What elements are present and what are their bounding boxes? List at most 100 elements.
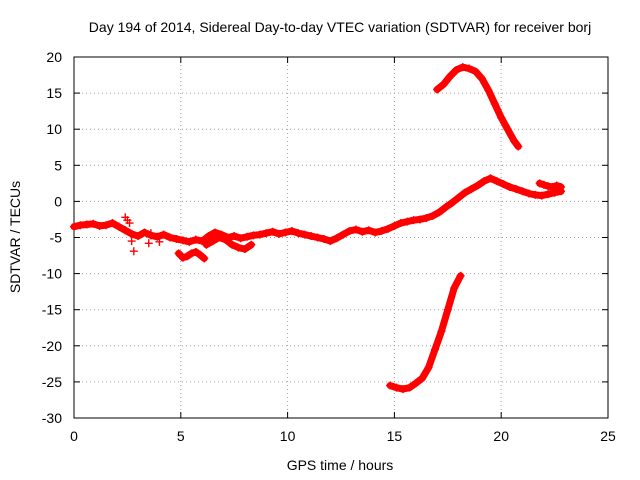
data-point bbox=[537, 191, 546, 200]
data-point bbox=[127, 237, 136, 246]
data-point bbox=[230, 232, 239, 241]
data-point bbox=[416, 215, 425, 224]
chart-title: Day 194 of 2014, Sidereal Day-to-day VTE… bbox=[89, 19, 591, 35]
data-point bbox=[510, 136, 519, 145]
data-point bbox=[174, 249, 183, 258]
data-point bbox=[535, 179, 544, 188]
x-tick-label: 25 bbox=[600, 428, 616, 444]
data-point bbox=[155, 237, 164, 246]
data-point bbox=[326, 237, 335, 246]
data-point bbox=[275, 229, 284, 238]
y-tick-label: -30 bbox=[42, 410, 62, 426]
x-tick-label: 15 bbox=[387, 428, 403, 444]
data-point bbox=[345, 227, 354, 236]
data-point bbox=[247, 240, 256, 249]
y-tick-label: -5 bbox=[50, 230, 63, 246]
data-point bbox=[196, 250, 205, 259]
data-point bbox=[531, 190, 540, 199]
y-tick-label: -25 bbox=[42, 374, 62, 390]
series-dip-around-5 bbox=[174, 247, 209, 263]
data-point bbox=[287, 227, 296, 236]
y-tick-label: -15 bbox=[42, 302, 62, 318]
data-point bbox=[210, 228, 219, 237]
data-point bbox=[544, 190, 553, 199]
data-points bbox=[70, 63, 566, 394]
data-point bbox=[405, 383, 414, 392]
data-point bbox=[249, 231, 258, 240]
data-point bbox=[390, 221, 399, 230]
data-point bbox=[351, 225, 360, 234]
x-tick-label: 5 bbox=[177, 428, 185, 444]
data-point bbox=[550, 188, 559, 197]
data-point bbox=[144, 239, 153, 248]
data-point bbox=[548, 182, 557, 191]
data-point bbox=[262, 229, 271, 238]
data-point bbox=[307, 232, 316, 241]
data-point bbox=[185, 237, 194, 246]
data-point bbox=[456, 271, 465, 280]
data-point bbox=[499, 180, 508, 189]
data-point bbox=[439, 80, 448, 89]
data-point bbox=[514, 142, 523, 151]
data-point bbox=[125, 219, 134, 228]
data-point bbox=[377, 227, 386, 236]
x-axis-label: GPS time / hours bbox=[287, 457, 394, 473]
data-point bbox=[127, 229, 136, 238]
data-point bbox=[383, 224, 392, 233]
series-end-branch bbox=[535, 179, 566, 191]
y-tick-label: -20 bbox=[42, 338, 62, 354]
data-point bbox=[191, 235, 200, 244]
data-point bbox=[486, 174, 495, 183]
data-point bbox=[200, 254, 209, 263]
data-point bbox=[435, 208, 444, 217]
data-point bbox=[202, 240, 211, 249]
data-point bbox=[503, 125, 512, 134]
y-tick-label: 20 bbox=[46, 49, 62, 65]
series-lower-branch bbox=[202, 233, 256, 254]
data-point bbox=[428, 211, 437, 220]
y-tick-label: 10 bbox=[46, 121, 62, 137]
data-point bbox=[371, 228, 380, 237]
data-point bbox=[430, 345, 439, 354]
data-point bbox=[544, 182, 553, 191]
data-point bbox=[396, 219, 405, 228]
data-point bbox=[204, 232, 213, 241]
data-point bbox=[70, 222, 78, 231]
data-point bbox=[465, 64, 474, 73]
data-point bbox=[183, 252, 192, 261]
data-point bbox=[524, 189, 533, 198]
data-band bbox=[386, 272, 465, 393]
data-point bbox=[471, 67, 480, 76]
data-point bbox=[153, 232, 162, 241]
data-point bbox=[240, 245, 249, 254]
axis-ticks bbox=[73, 56, 609, 419]
gridlines bbox=[74, 57, 608, 418]
data-point bbox=[386, 381, 395, 390]
data-point bbox=[134, 232, 143, 241]
series-upper-branch bbox=[433, 63, 523, 151]
data-point bbox=[460, 188, 469, 197]
data-point bbox=[146, 229, 155, 238]
data-point bbox=[490, 99, 499, 108]
data-point bbox=[358, 227, 367, 236]
x-tick-labels: 0 5 10 15 20 25 bbox=[70, 428, 616, 444]
y-axis-label: SDTVAR / TECUs bbox=[7, 181, 23, 293]
y-tick-label: -10 bbox=[42, 266, 62, 282]
data-point bbox=[121, 226, 130, 235]
data-point bbox=[448, 198, 457, 207]
data-point bbox=[114, 222, 123, 231]
data-point bbox=[452, 65, 461, 74]
data-point bbox=[445, 72, 454, 81]
data-point bbox=[339, 230, 348, 239]
data-point bbox=[281, 228, 290, 237]
data-point bbox=[255, 230, 264, 239]
data-point bbox=[398, 385, 407, 394]
data-point bbox=[243, 232, 252, 241]
data-point bbox=[108, 219, 117, 228]
data-point bbox=[191, 247, 200, 256]
data-point bbox=[480, 177, 489, 186]
data-point bbox=[364, 226, 373, 235]
data-point bbox=[484, 86, 493, 95]
data-band bbox=[433, 63, 522, 150]
data-point bbox=[450, 284, 459, 293]
